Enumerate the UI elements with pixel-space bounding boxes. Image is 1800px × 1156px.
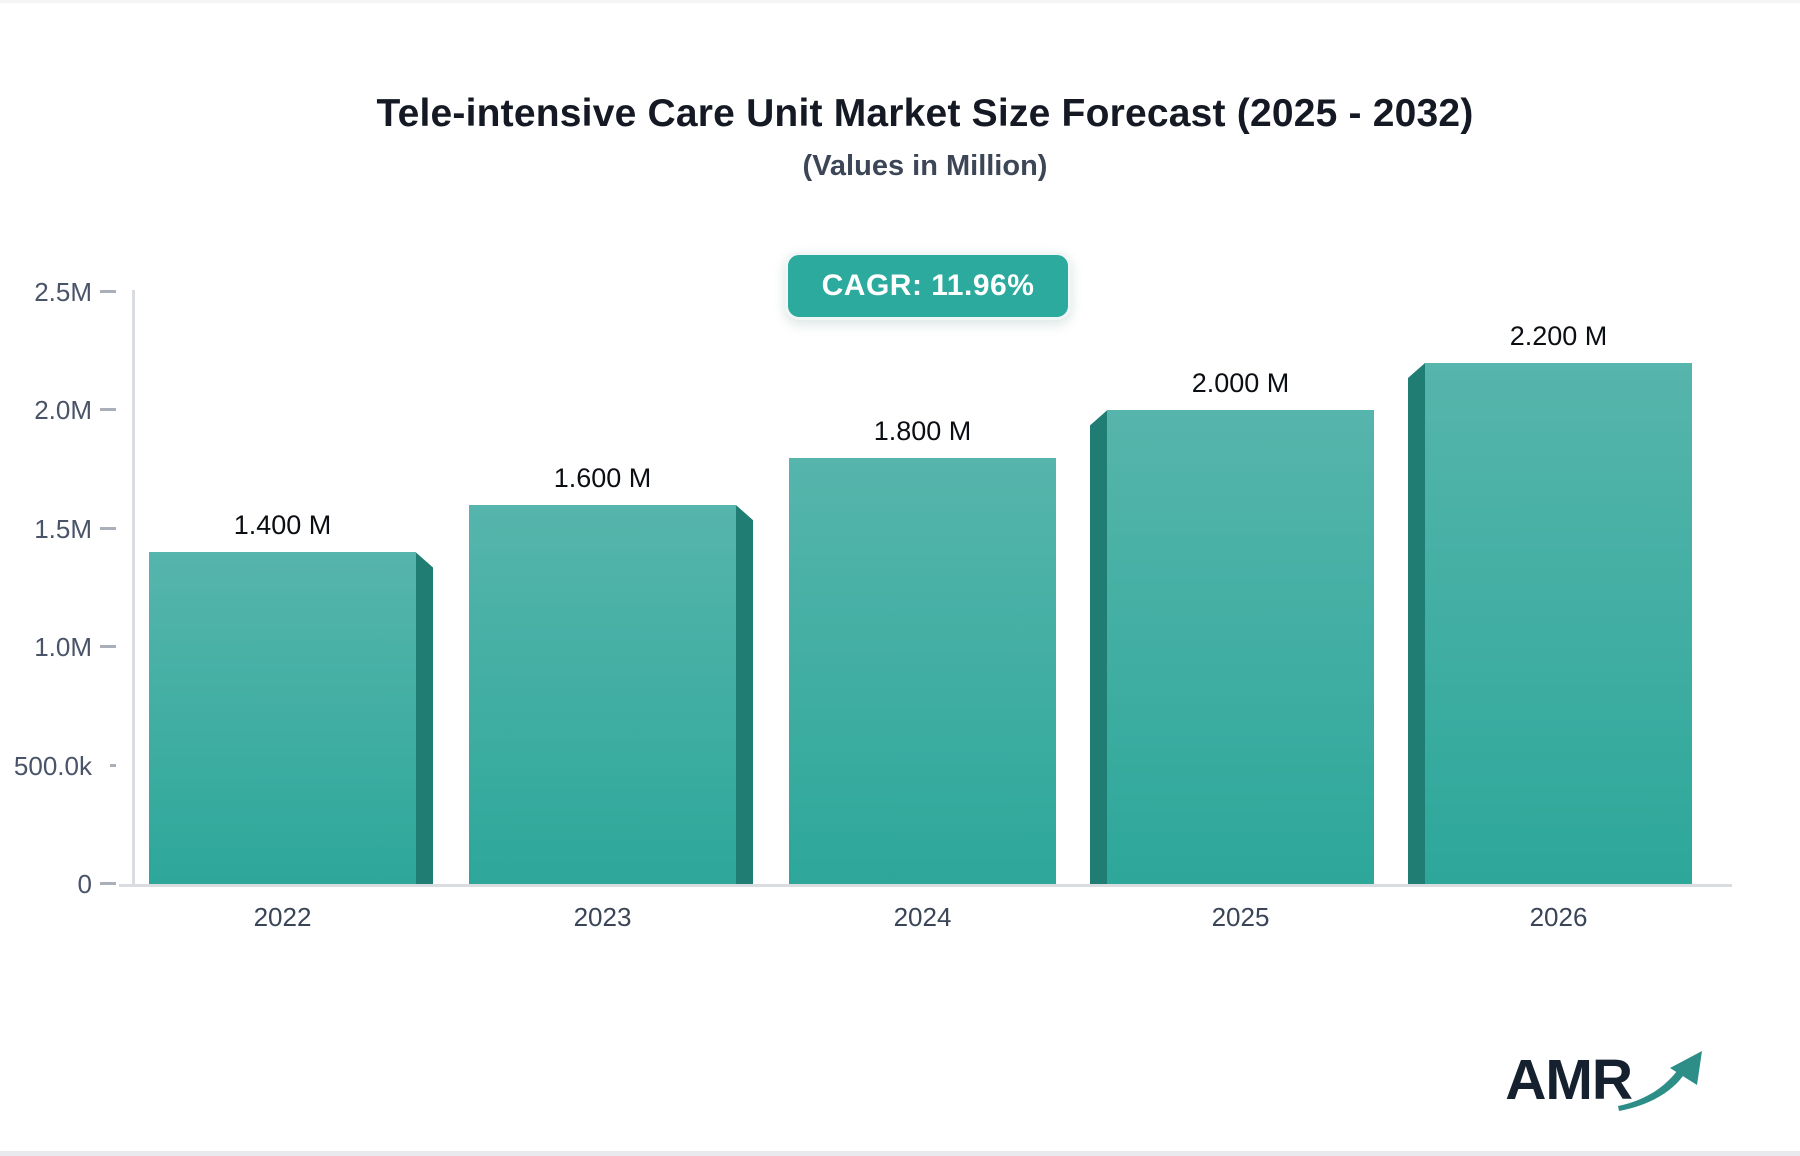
bar-3d-side-2023 [736,505,753,884]
y-axis-tick-label: 500.0k [13,750,92,781]
x-axis-tick-label: 2026 [1529,902,1588,932]
y-axis-tick-label: 2.0M [34,395,92,426]
bar-value-label: 2.200 M [1509,321,1608,352]
y-axis-tick-label: 1.0M [34,632,92,663]
top-border [0,0,1800,3]
y-axis-tick-label: 1.5M [34,513,92,544]
y-tick-mark [100,645,116,649]
bottom-border [0,1151,1800,1156]
bar-value-label: 1.600 M [553,463,652,494]
y-tick-mark [100,526,116,530]
bar-3d-side-2022 [416,552,433,884]
x-axis-tick-label: 2022 [253,902,312,932]
bar-2023 [469,505,736,884]
x-axis-tick-label: 2024 [893,902,952,932]
x-axis-tick-label: 2023 [573,902,632,932]
bar-2022 [149,552,416,884]
y-tick-mark [110,763,116,767]
y-axis-line [132,290,135,886]
bar-value-label: 1.400 M [233,510,332,541]
bar-value-label: 2.000 M [1191,368,1290,399]
y-axis-tick-label: 2.5M [34,277,92,307]
page-title: Tele-intensive Care Unit Market Size For… [376,92,1474,135]
growth-arrow-icon [1618,1051,1702,1111]
y-tick-mark [100,408,116,412]
bar-2025 [1107,410,1374,884]
y-tick-mark [100,290,116,293]
y-axis-tick-label: 0 [77,869,92,899]
amr-logo-text: AMR [1505,1048,1633,1112]
bar-value-label: 1.800 M [873,415,972,446]
chart-subtitle: (Values in Million) [802,150,1048,182]
bar-2024 [789,457,1056,884]
y-tick-mark [100,882,116,885]
bar-2026 [1425,363,1692,884]
cagr-badge-label: CAGR: 11.96% [821,269,1035,302]
x-axis-tick-label: 2025 [1211,902,1270,932]
cagr-badge: CAGR: 11.96% [785,252,1071,320]
amr-logo: AMR [1505,1048,1708,1112]
x-axis-line [119,884,1732,887]
bar-3d-side-2025 [1090,410,1107,884]
bar-3d-side-2026 [1408,363,1425,884]
